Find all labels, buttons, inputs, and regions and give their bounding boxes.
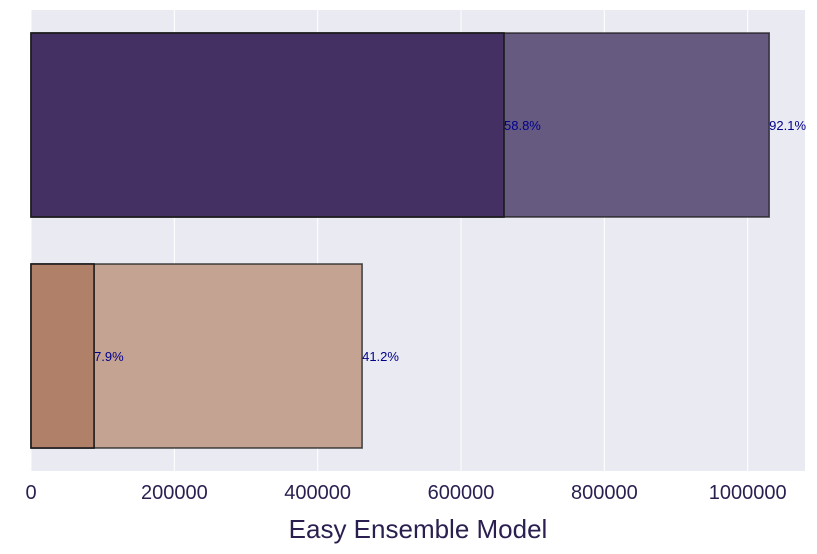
x-axis-ticks: 0 200000 400000 600000 800000 1000000 [25,482,786,504]
bar-total-label: 41.2% [362,349,399,364]
bar-total-label: 92.1% [769,118,806,133]
x-tick-label: 800000 [571,482,638,504]
bar-subset [30,32,505,218]
data-labels: 58.8% 92.1% 7.9% 41.2% [94,118,806,364]
bar-subset-label: 7.9% [94,349,124,364]
x-tick-label: 600000 [428,482,495,504]
bar-subset-label: 58.8% [504,118,541,133]
x-tick-label: 400000 [284,482,351,504]
x-axis-title: Easy Ensemble Model [289,514,548,544]
x-tick-label: 200000 [141,482,208,504]
bars [30,32,770,449]
x-tick-label: 1000000 [709,482,787,504]
x-tick-label: 0 [25,482,36,504]
bar-subset [30,263,95,449]
